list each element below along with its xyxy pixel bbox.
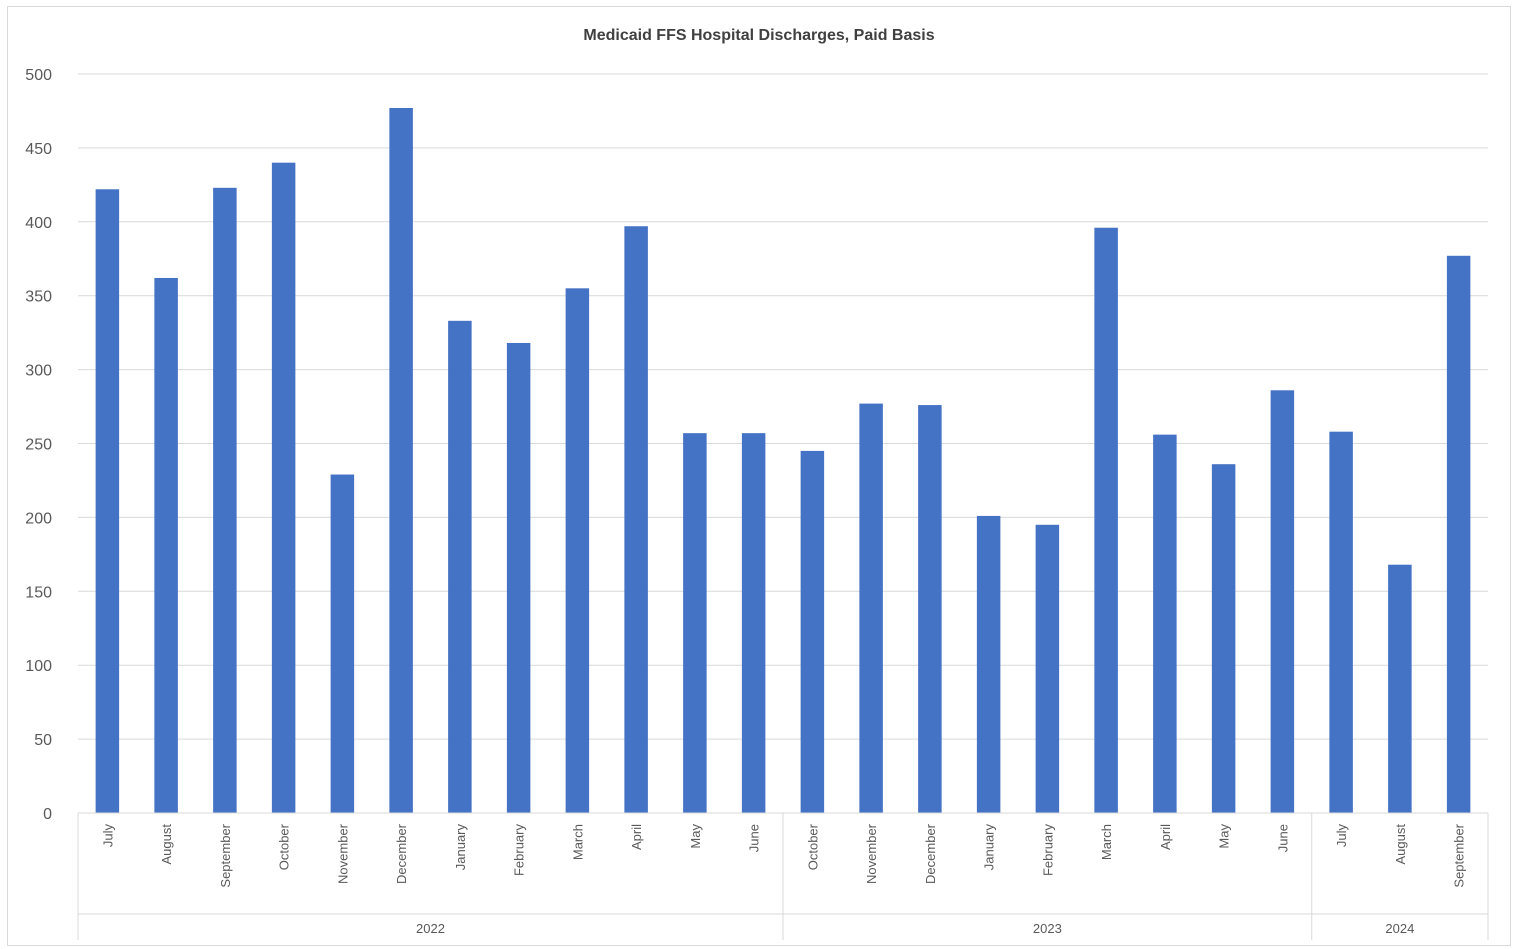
x-tick-label: September bbox=[1452, 823, 1467, 887]
x-tick-label: August bbox=[1393, 824, 1408, 865]
bar bbox=[859, 403, 883, 813]
bar bbox=[918, 405, 942, 813]
bar bbox=[448, 320, 472, 813]
x-tick-label: December bbox=[923, 823, 938, 884]
bar bbox=[624, 226, 648, 813]
bar bbox=[1153, 434, 1177, 813]
bar bbox=[389, 107, 413, 813]
chart-title: Medicaid FFS Hospital Discharges, Paid B… bbox=[583, 27, 934, 44]
bar bbox=[271, 162, 296, 813]
bar bbox=[1270, 390, 1295, 813]
bar bbox=[1094, 227, 1118, 813]
year-group-label: 2023 bbox=[1033, 921, 1062, 936]
gridlines bbox=[78, 73, 1488, 740]
x-tick-label: June bbox=[1275, 824, 1290, 852]
x-tick-label: March bbox=[1099, 824, 1114, 860]
bar bbox=[1211, 464, 1236, 813]
x-tick-label: November bbox=[864, 823, 879, 884]
x-tick-label: March bbox=[570, 824, 585, 860]
x-tick-label: January bbox=[982, 824, 997, 871]
bar bbox=[683, 433, 707, 813]
y-tick-label: 300 bbox=[25, 363, 52, 380]
x-tick-label: September bbox=[218, 823, 233, 887]
x-tick-label: July bbox=[100, 824, 115, 848]
bars bbox=[95, 107, 1471, 813]
x-tick-label: October bbox=[277, 823, 292, 870]
y-tick-label: 500 bbox=[25, 67, 52, 84]
x-tick-label: May bbox=[688, 824, 703, 849]
y-tick-label: 150 bbox=[25, 584, 52, 601]
bar bbox=[213, 187, 237, 813]
bar bbox=[330, 474, 355, 813]
bar bbox=[741, 433, 766, 813]
y-tick-label: 450 bbox=[25, 141, 52, 158]
bar bbox=[95, 189, 120, 813]
x-tick-label: November bbox=[335, 823, 350, 884]
y-tick-label: 350 bbox=[25, 289, 52, 306]
bar bbox=[800, 450, 825, 813]
bar bbox=[1388, 564, 1412, 813]
x-tick-label: February bbox=[1040, 824, 1055, 877]
bar bbox=[154, 277, 178, 813]
year-group-label: 2022 bbox=[416, 921, 445, 936]
x-tick-label: July bbox=[1334, 824, 1349, 848]
bar bbox=[976, 515, 1001, 813]
x-tick-label: June bbox=[747, 824, 762, 852]
bar bbox=[506, 342, 531, 813]
y-tick-label: 250 bbox=[25, 437, 52, 454]
x-axis: July August September October November Decemb… bbox=[77, 812, 1489, 940]
y-tick-label: 100 bbox=[25, 658, 52, 675]
bar bbox=[1035, 524, 1060, 813]
x-tick-label: December bbox=[394, 823, 409, 884]
x-tick-label: January bbox=[453, 824, 468, 871]
x-tick-label: August bbox=[159, 824, 174, 865]
x-tick-label: October bbox=[805, 823, 820, 870]
y-tick-label: 400 bbox=[25, 215, 52, 232]
y-tick-label: 200 bbox=[25, 510, 52, 527]
x-tick-label: May bbox=[1217, 824, 1232, 849]
x-tick-label: February bbox=[512, 824, 527, 877]
y-tick-label: 0 bbox=[43, 806, 52, 823]
x-tick-label: April bbox=[629, 824, 644, 850]
year-group-label: 2024 bbox=[1385, 921, 1414, 936]
x-tick-label: April bbox=[1158, 824, 1173, 850]
bar bbox=[1329, 431, 1353, 813]
bar bbox=[565, 288, 590, 813]
y-axis-tick-labels: 0 50 100 150 200 250 300 350 400 450 500 bbox=[25, 67, 52, 823]
bar bbox=[1446, 255, 1471, 813]
y-tick-label: 50 bbox=[34, 732, 52, 749]
